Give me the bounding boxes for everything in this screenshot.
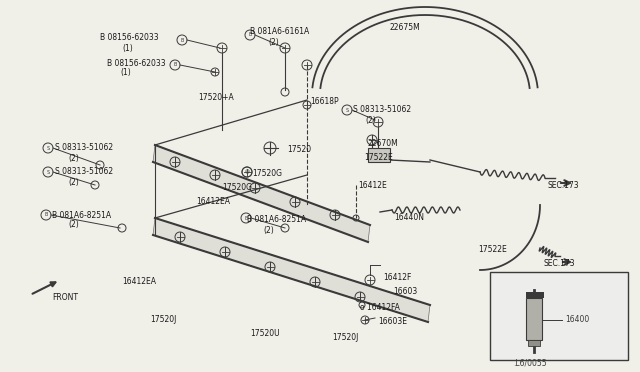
Text: B 081A6-6161A: B 081A6-6161A bbox=[250, 28, 309, 36]
Bar bbox=[529, 292, 531, 298]
Text: SEC.173: SEC.173 bbox=[543, 260, 575, 269]
Bar bbox=[538, 292, 541, 298]
Text: (2): (2) bbox=[68, 154, 79, 163]
Bar bbox=[532, 292, 534, 298]
Text: o 16412FA: o 16412FA bbox=[360, 302, 400, 311]
Text: S: S bbox=[47, 145, 49, 151]
Text: S 08313-51062: S 08313-51062 bbox=[55, 144, 113, 153]
Text: 17520G: 17520G bbox=[252, 170, 282, 179]
Text: (1): (1) bbox=[122, 44, 132, 52]
Text: 16412E: 16412E bbox=[358, 180, 387, 189]
Text: 17520J: 17520J bbox=[150, 315, 177, 324]
Text: 17520+A: 17520+A bbox=[198, 93, 234, 103]
Text: B 08156-62033: B 08156-62033 bbox=[107, 58, 166, 67]
Text: B: B bbox=[44, 212, 48, 218]
Text: S: S bbox=[346, 108, 349, 112]
Bar bbox=[368, 148, 390, 162]
Text: 16412EA: 16412EA bbox=[122, 278, 156, 286]
Text: (2): (2) bbox=[263, 225, 274, 234]
Text: 17520G: 17520G bbox=[222, 183, 252, 192]
Text: (2): (2) bbox=[365, 115, 376, 125]
Text: 16412F: 16412F bbox=[383, 273, 412, 282]
Text: 17520J: 17520J bbox=[332, 333, 358, 341]
Text: 17522E: 17522E bbox=[364, 153, 393, 161]
Bar bbox=[526, 292, 529, 298]
Text: FRONT: FRONT bbox=[52, 294, 78, 302]
Text: 22675M: 22675M bbox=[390, 23, 420, 32]
Text: (2): (2) bbox=[68, 221, 79, 230]
Text: 16440N: 16440N bbox=[394, 214, 424, 222]
Text: (2): (2) bbox=[68, 177, 79, 186]
Text: S: S bbox=[47, 170, 49, 174]
Text: B: B bbox=[180, 38, 184, 42]
Text: B 08156-62033: B 08156-62033 bbox=[100, 33, 159, 42]
Text: 16400: 16400 bbox=[565, 315, 589, 324]
Text: B: B bbox=[244, 215, 248, 221]
Text: 17522E: 17522E bbox=[478, 246, 507, 254]
Text: 16618P: 16618P bbox=[310, 97, 339, 106]
Bar bbox=[535, 292, 538, 298]
Bar bbox=[526, 298, 542, 340]
Bar bbox=[541, 292, 543, 298]
Bar bbox=[490, 272, 628, 360]
Text: 17520U: 17520U bbox=[250, 330, 280, 339]
Text: S 08313-51062: S 08313-51062 bbox=[353, 106, 411, 115]
Polygon shape bbox=[153, 218, 430, 322]
Text: S 08313-51062: S 08313-51062 bbox=[55, 167, 113, 176]
Text: 16603: 16603 bbox=[393, 288, 417, 296]
Text: 17520: 17520 bbox=[287, 145, 311, 154]
Text: (2): (2) bbox=[268, 38, 279, 46]
Text: B: B bbox=[248, 32, 252, 38]
Text: B: B bbox=[173, 62, 177, 67]
Text: SEC.173: SEC.173 bbox=[548, 180, 580, 189]
Text: .L6/0055: .L6/0055 bbox=[513, 359, 547, 368]
Bar bbox=[528, 340, 540, 346]
Text: (1): (1) bbox=[120, 68, 131, 77]
Text: 16603E: 16603E bbox=[378, 317, 407, 327]
Text: 16412EA: 16412EA bbox=[196, 198, 230, 206]
Polygon shape bbox=[153, 145, 370, 242]
Text: @: @ bbox=[244, 170, 250, 174]
Text: B 081A6-8251A: B 081A6-8251A bbox=[247, 215, 306, 224]
Text: B 081A6-8251A: B 081A6-8251A bbox=[52, 211, 111, 219]
Text: 22670M: 22670M bbox=[368, 138, 399, 148]
